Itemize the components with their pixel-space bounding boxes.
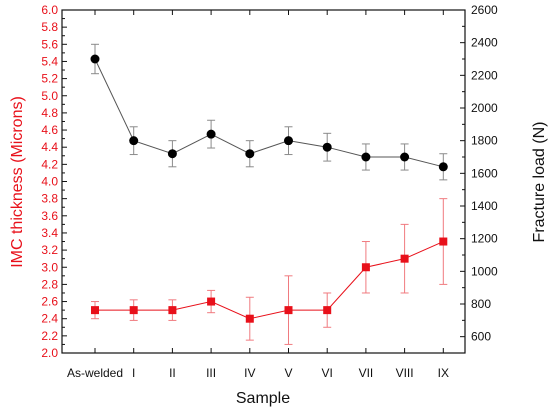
right-axis: 600 800 1000 1200 1400 1600 1800 2000 2200 2400 26… bbox=[460, 3, 498, 354]
left-tick-label: 2.6 bbox=[41, 295, 58, 309]
left-tick-label: 3.6 bbox=[41, 209, 58, 223]
right-tick-label: 1600 bbox=[471, 166, 498, 180]
y-axis-left-title: IMC thickness (Microns) bbox=[9, 96, 26, 268]
left-tick-label: 3.2 bbox=[41, 243, 58, 257]
right-tick-label: 1000 bbox=[471, 264, 498, 278]
right-tick-label: 800 bbox=[471, 297, 491, 311]
right-tick-label: 1200 bbox=[471, 232, 498, 246]
plot-frame bbox=[61, 9, 466, 354]
right-tick-label: 600 bbox=[471, 330, 491, 344]
left-tick-label: 4.2 bbox=[41, 157, 58, 171]
left-tick-label: 5.0 bbox=[41, 89, 58, 103]
left-tick-label: 5.6 bbox=[41, 37, 58, 51]
fracture-load-point bbox=[284, 136, 293, 146]
fracture-load-point bbox=[438, 162, 448, 172]
right-tick-label: 2000 bbox=[471, 101, 498, 115]
left-tick-label: 4.6 bbox=[41, 123, 58, 137]
left-tick-label: 2.4 bbox=[41, 312, 58, 326]
x-tick-label: V bbox=[284, 366, 292, 380]
x-tick-label: VII bbox=[359, 366, 374, 380]
left-tick-label: 4.4 bbox=[41, 140, 58, 154]
x-tick-label: II bbox=[169, 366, 176, 380]
fracture-load-point bbox=[400, 152, 410, 162]
left-tick-label: 2.2 bbox=[41, 329, 58, 343]
fracture-load-point bbox=[245, 149, 255, 159]
right-tick-label: 2400 bbox=[471, 36, 498, 50]
imc-thickness-point bbox=[207, 297, 216, 306]
right-tick-label: 1800 bbox=[471, 134, 498, 148]
x-tick-label: I bbox=[132, 366, 135, 380]
right-tick-label: 1400 bbox=[471, 199, 498, 213]
left-tick-label: 5.2 bbox=[41, 72, 58, 86]
fracture-load-point bbox=[90, 54, 100, 64]
left-tick-label: 2.0 bbox=[41, 346, 58, 360]
right-tick-label: 2200 bbox=[471, 68, 498, 82]
fracture-load-point bbox=[206, 129, 216, 139]
fracture-load-point bbox=[129, 136, 139, 146]
fracture-load-point bbox=[322, 142, 332, 152]
imc-thickness-point bbox=[284, 306, 293, 315]
x-tick-label: As-welded bbox=[67, 366, 123, 380]
imc-thickness-point bbox=[91, 306, 99, 315]
x-tick-label: VIII bbox=[396, 366, 414, 380]
left-tick-label: 3.8 bbox=[41, 192, 58, 206]
x-tick-label: IX bbox=[438, 366, 449, 380]
right-tick-label: 2600 bbox=[471, 3, 498, 17]
y-axis-right-title: Fracture load (N) bbox=[531, 122, 548, 243]
left-tick-label: 3.4 bbox=[41, 226, 58, 240]
imc-thickness-point bbox=[129, 306, 138, 315]
imc-thickness-point bbox=[323, 306, 332, 315]
left-tick-label: 3.0 bbox=[41, 260, 58, 274]
left-tick-label: 2.8 bbox=[41, 277, 58, 291]
imc-thickness-point bbox=[168, 306, 177, 315]
x-tick-label: IV bbox=[244, 366, 255, 380]
left-tick-label: 5.8 bbox=[41, 20, 58, 34]
left-tick-label: 4.8 bbox=[41, 106, 58, 120]
series-layer bbox=[90, 43, 448, 345]
left-tick-label: 5.4 bbox=[41, 54, 58, 68]
left-axis: 2.0 2.2 2.4 2.6 2.8 3.0 3.2 3.4 3.6 3.8 4.0 4.2 4.4 4… bbox=[41, 3, 67, 360]
x-axis: As-welded I II III IV V VI VII VIII IX bbox=[67, 10, 449, 380]
imc-thickness-point bbox=[400, 254, 409, 263]
imc-thickness-point bbox=[439, 237, 448, 246]
imc-thickness-line bbox=[95, 241, 444, 320]
x-axis-title: Sample bbox=[236, 390, 290, 407]
fracture-load-point bbox=[361, 152, 371, 162]
left-tick-label: 4.0 bbox=[41, 175, 58, 189]
fracture-load-line bbox=[94, 58, 444, 168]
x-tick-label: III bbox=[206, 366, 216, 380]
x-tick-label: VI bbox=[322, 366, 333, 380]
imc-thickness-point bbox=[245, 314, 254, 323]
imc-thickness-point bbox=[361, 263, 370, 272]
left-tick-label: 6.0 bbox=[41, 3, 58, 17]
fracture-load-point bbox=[167, 149, 177, 159]
